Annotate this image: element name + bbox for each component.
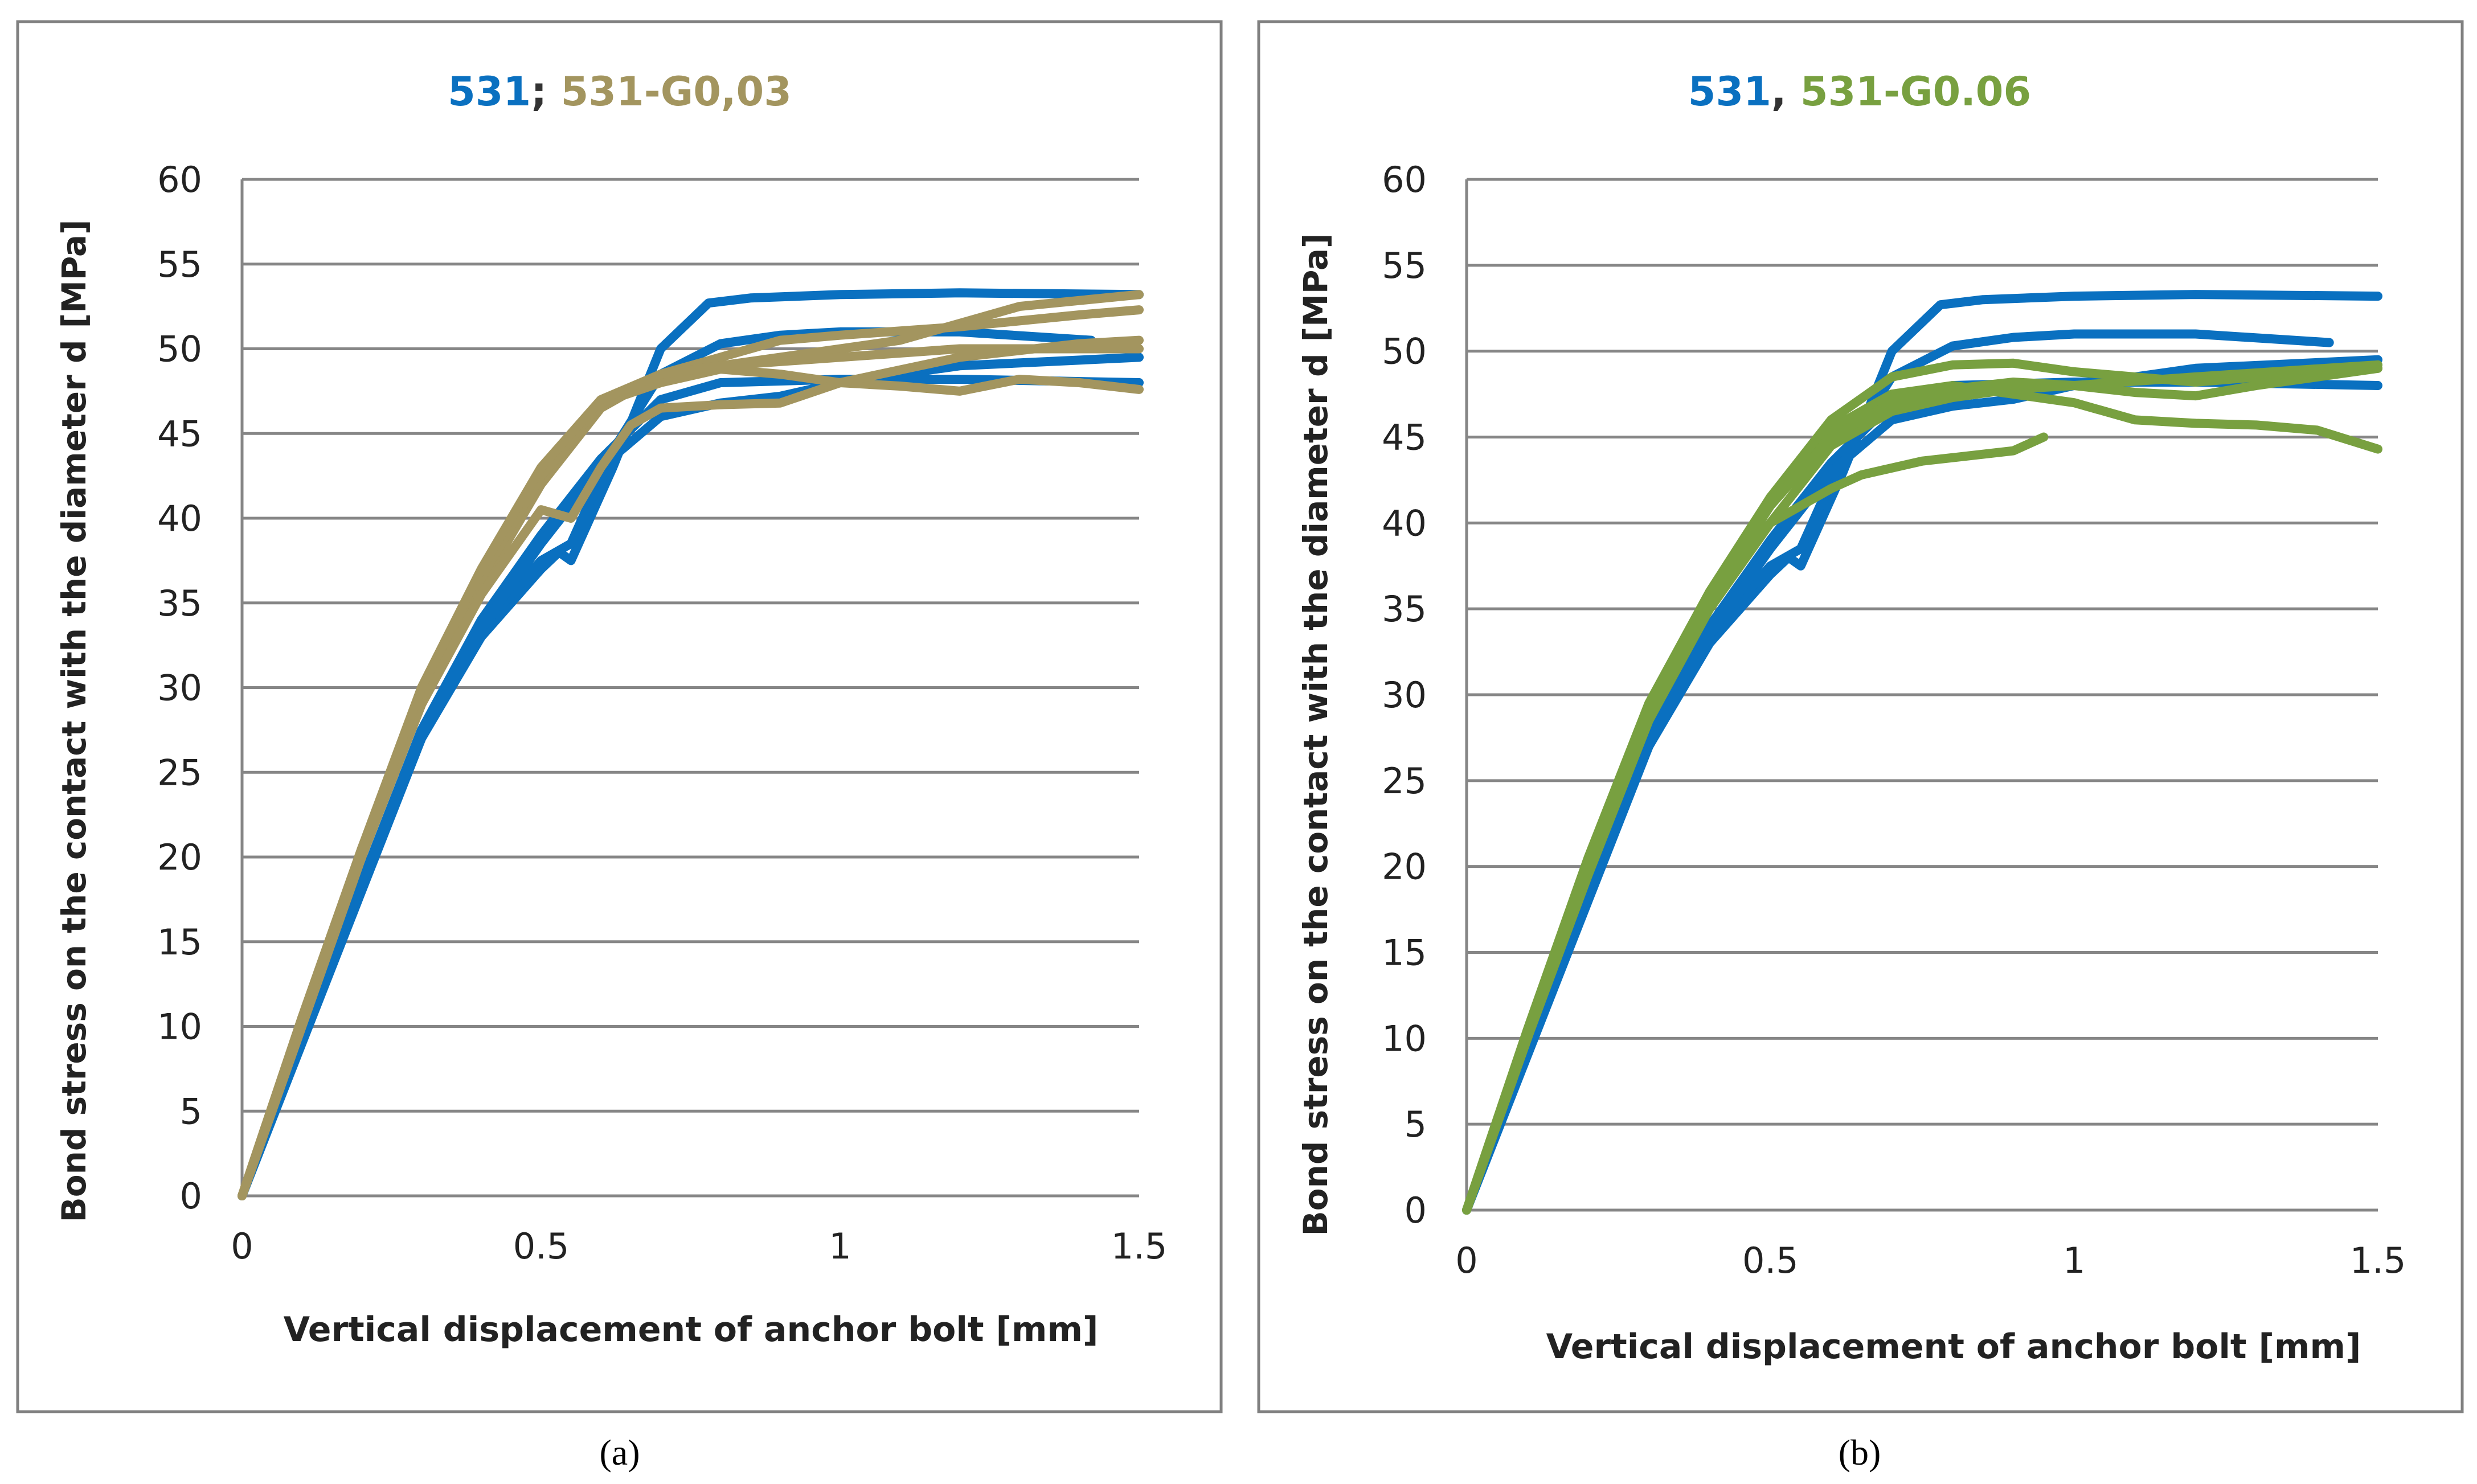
- chart-panel-b: 531, 531-G0.06 051015202530354045505560 …: [1257, 20, 2464, 1413]
- title-separator: ;: [531, 68, 560, 115]
- y-tick-label: 60: [157, 159, 202, 200]
- y-tick-label: 15: [157, 921, 202, 963]
- x-axis-label: Vertical displacement of anchor bolt [mm…: [284, 1310, 1099, 1350]
- y-tick-label: 0: [180, 1175, 202, 1217]
- caption-b: (b): [1839, 1432, 1881, 1473]
- panel-frame: [16, 20, 1223, 1413]
- y-tick-label: 15: [1382, 932, 1427, 974]
- x-tick-label: 0.5: [513, 1225, 570, 1267]
- y-tick-label: 45: [1382, 417, 1427, 458]
- title-part-series-b: 531-G0,03: [561, 68, 792, 115]
- series-line-531-g0-06-8: [1462, 363, 2382, 1215]
- x-tick-label: 1: [829, 1225, 851, 1267]
- x-tick-label: 0: [1455, 1240, 1477, 1281]
- title-separator: ,: [1771, 68, 1800, 115]
- y-tick-label: 30: [1382, 674, 1427, 716]
- title-part-series-b: 531-G0.06: [1800, 68, 2031, 115]
- y-tick-label: 45: [157, 413, 202, 454]
- chart-panel-a: 531; 531-G0,03 051015202530354045505560 …: [16, 20, 1223, 1413]
- y-tick-label: 60: [1382, 159, 1427, 200]
- y-axis-label: Bond stress on the contact with the diam…: [55, 220, 93, 1223]
- x-axis-label: Vertical displacement of anchor bolt [mm…: [1546, 1327, 2361, 1367]
- y-tick-label: 30: [157, 667, 202, 709]
- y-tick-label: 50: [157, 329, 202, 370]
- caption-a: (a): [599, 1432, 640, 1473]
- y-tick-label: 0: [1405, 1190, 1427, 1231]
- title-part-531: 531: [1688, 68, 1771, 115]
- y-tick-label: 55: [157, 244, 202, 285]
- x-tick-label: 1: [2063, 1240, 2085, 1281]
- y-tick-label: 25: [1382, 760, 1427, 802]
- y-tick-label: 35: [1382, 588, 1427, 630]
- title-part-531: 531: [448, 68, 531, 115]
- y-axis-label: Bond stress on the contact with the diam…: [1296, 233, 1335, 1236]
- y-tick-label: 25: [157, 752, 202, 793]
- panel-frame: [1257, 20, 2464, 1413]
- y-tick-label: 20: [1382, 846, 1427, 888]
- x-tick-label: 1.5: [1111, 1225, 1168, 1267]
- y-tick-label: 5: [180, 1091, 202, 1132]
- y-tick-label: 35: [157, 583, 202, 624]
- series-line-531-g0-03-8: [238, 344, 1144, 1200]
- y-tick-label: 55: [1382, 245, 1427, 286]
- y-tick-label: 50: [1382, 331, 1427, 372]
- x-tick-label: 1.5: [2350, 1240, 2406, 1281]
- y-tick-label: 20: [157, 837, 202, 878]
- chart-title: 531; 531-G0,03: [448, 68, 792, 115]
- y-tick-label: 10: [1382, 1018, 1427, 1059]
- chart-title: 531, 531-G0.06: [1688, 68, 2031, 115]
- y-tick-label: 40: [157, 498, 202, 539]
- x-tick-label: 0: [231, 1225, 253, 1267]
- y-tick-label: 40: [1382, 502, 1427, 544]
- y-tick-label: 10: [157, 1006, 202, 1048]
- x-tick-label: 0.5: [1742, 1240, 1799, 1281]
- y-tick-label: 5: [1405, 1104, 1427, 1145]
